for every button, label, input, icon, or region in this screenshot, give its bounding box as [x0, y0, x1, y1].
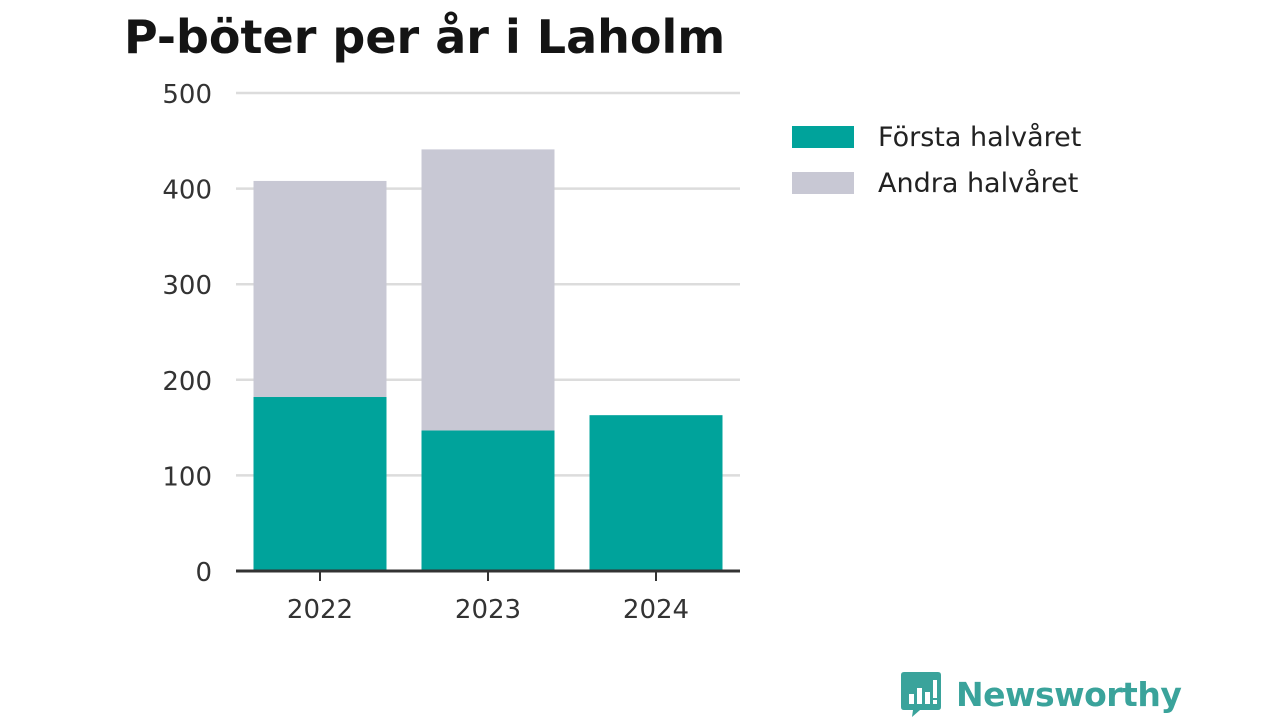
bar-2022-series-0: [253, 397, 387, 571]
x-tick-label-2023: 2023: [455, 595, 521, 625]
newsworthy-logo: Newsworthy: [900, 670, 1182, 718]
y-tick-label-200: 200: [162, 367, 212, 397]
bar-2022-series-1: [253, 180, 387, 398]
bar-2024-series-0: [589, 415, 723, 571]
legend-item-first-half: Första halvåret: [792, 114, 1081, 160]
legend-swatch-second-half: [792, 172, 854, 194]
x-tick-label-2024: 2024: [623, 595, 689, 625]
legend: Första halvåret Andra halvåret: [792, 114, 1081, 206]
bars: [253, 149, 723, 571]
axes: 0 100 200 300 400 500 2022 2023 2024: [162, 80, 740, 625]
legend-swatch-first-half: [792, 126, 854, 148]
bar-chart-speech-bubble-icon: [901, 672, 941, 717]
bar-2023-series-1: [421, 149, 555, 431]
chart-title: P-böter per år i Laholm: [124, 10, 726, 64]
bar-2023-series-0: [421, 430, 555, 571]
legend-label-second-half: Andra halvåret: [878, 167, 1079, 199]
y-tick-label-400: 400: [162, 176, 212, 206]
y-tick-label-100: 100: [162, 462, 212, 492]
y-tick-label-0: 0: [195, 558, 212, 588]
logo-text: Newsworthy: [956, 674, 1182, 714]
y-tick-label-500: 500: [162, 80, 212, 110]
y-tick-label-300: 300: [162, 271, 212, 301]
x-tick-label-2022: 2022: [287, 595, 353, 625]
legend-label-first-half: Första halvåret: [878, 121, 1082, 153]
legend-item-second-half: Andra halvåret: [792, 160, 1081, 206]
